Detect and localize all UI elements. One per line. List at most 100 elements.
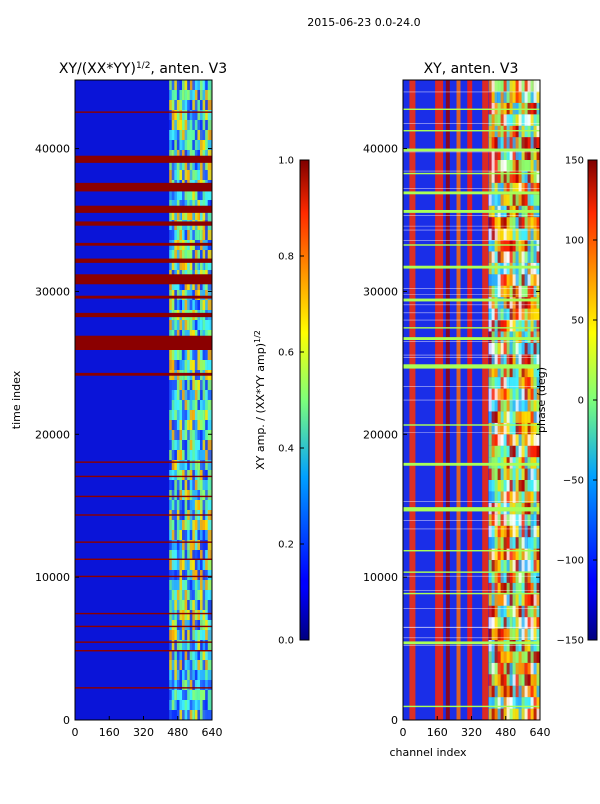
heatmap-cell xyxy=(518,251,524,263)
saturated-band xyxy=(75,258,212,263)
saturated-band xyxy=(75,612,212,615)
heatmap-cell xyxy=(491,342,498,355)
heatmap-cell xyxy=(536,617,540,629)
heatmap-cell xyxy=(500,662,506,675)
heatmap-cell xyxy=(503,617,510,629)
x-tick-label: 320 xyxy=(461,726,482,739)
heatmap-cell xyxy=(503,354,509,366)
right-colorbar-ticks: −150 −100 −50 0 50 100 150 xyxy=(557,156,597,647)
heatmap-cell xyxy=(179,460,185,470)
heatmap-cell xyxy=(533,320,540,332)
heatmap-cell xyxy=(171,710,177,720)
heatmap-cell xyxy=(182,290,187,300)
heatmap-cell xyxy=(491,651,498,663)
left-heatmap xyxy=(75,80,212,720)
heatmap-cell xyxy=(207,530,212,540)
heatmap-cell xyxy=(207,140,212,150)
heatmap-cell xyxy=(539,502,540,515)
heatmap-cell xyxy=(202,120,207,130)
heatmap-cell xyxy=(205,130,210,140)
heatmap-cell xyxy=(539,274,540,286)
heatmap-cell xyxy=(202,150,207,160)
heatmap-cell xyxy=(536,342,540,355)
colorbar-tick-label: 0.0 xyxy=(278,636,294,647)
heatmap-cell xyxy=(536,445,540,458)
heatmap-cell xyxy=(521,320,528,332)
heatmap-cell xyxy=(207,470,212,480)
heatmap-cell xyxy=(182,710,187,720)
heatmap-cell xyxy=(194,210,200,220)
heatmap-cell xyxy=(500,342,507,355)
heatmap-cell xyxy=(207,90,212,100)
heatmap-cell xyxy=(536,80,540,92)
heatmap-cell xyxy=(536,708,540,720)
heatmap-cell xyxy=(176,350,181,360)
heatmap-cell xyxy=(207,590,212,600)
heatmap-cell xyxy=(512,605,519,618)
heatmap-cell xyxy=(189,630,194,640)
heatmap-cell xyxy=(539,285,540,298)
heatmap-cell xyxy=(184,400,190,410)
heatmap-cell xyxy=(200,170,205,180)
zero-phase-band xyxy=(403,210,540,213)
heatmap-cell xyxy=(536,400,540,412)
heatmap-cell xyxy=(524,377,530,389)
heatmap-cell xyxy=(184,570,190,580)
heatmap-cell xyxy=(187,410,192,420)
heatmap-cell xyxy=(494,228,501,240)
heatmap-cell xyxy=(536,548,540,560)
heatmap-cell xyxy=(207,440,212,450)
heatmap-cell xyxy=(494,80,500,92)
heatmap-cell xyxy=(169,140,174,150)
heatmap-cell xyxy=(200,280,205,290)
heatmap-cell xyxy=(184,680,190,690)
heatmap-cell xyxy=(184,80,190,90)
heatmap-cell xyxy=(533,331,540,343)
heatmap-cell xyxy=(536,422,540,435)
heatmap-cell xyxy=(207,430,212,440)
heatmap-cell xyxy=(207,110,212,120)
heatmap-cell xyxy=(207,380,212,390)
heatmap-cell xyxy=(536,217,540,229)
heatmap-cell xyxy=(539,160,540,172)
heatmap-cell xyxy=(179,160,185,170)
zero-phase-band xyxy=(403,571,540,573)
heatmap-cell xyxy=(207,120,212,130)
left-title-exponent: 1/2 xyxy=(136,61,150,71)
heatmap-cell xyxy=(512,285,519,298)
heatmap-cell xyxy=(194,230,200,240)
heatmap-cell xyxy=(491,525,497,538)
heatmap-cell xyxy=(174,430,180,440)
heatmap-cell xyxy=(512,674,519,686)
colorbar-tick-label: 100 xyxy=(565,236,584,247)
heatmap-cell xyxy=(171,700,176,710)
heatmap-cell xyxy=(207,660,212,670)
heatmap-cell xyxy=(207,390,212,400)
zero-phase-band xyxy=(403,130,540,132)
heatmap-cell xyxy=(169,150,174,160)
heatmap-cell xyxy=(207,700,212,710)
heatmap-cell xyxy=(174,440,179,450)
heatmap-cell xyxy=(539,102,540,115)
heatmap-cell xyxy=(539,640,540,652)
heatmap-cell xyxy=(171,210,176,220)
heatmap-cell xyxy=(536,251,540,263)
heatmap-cell xyxy=(184,420,189,430)
zero-phase-band xyxy=(403,507,540,512)
heatmap-cell xyxy=(169,610,174,620)
heatmap-cell xyxy=(179,600,185,610)
heatmap-cell xyxy=(192,460,197,470)
heatmap-cell xyxy=(207,300,212,310)
left-colorbar-label: XY amp. / (XX*YY amp)1/2 xyxy=(253,330,268,470)
heatmap-cell xyxy=(503,377,509,389)
heatmap-cell xyxy=(187,660,192,670)
heatmap-cell xyxy=(539,582,540,595)
heatmap-cell xyxy=(187,150,192,160)
heatmap-cell xyxy=(192,690,198,700)
colorbar-tick-label: −150 xyxy=(557,636,584,647)
heatmap-cell xyxy=(488,605,494,618)
saturated-band xyxy=(75,312,212,318)
heatmap-cell xyxy=(539,320,540,332)
heatmap-cell xyxy=(539,354,540,366)
heatmap-cell xyxy=(169,630,175,640)
